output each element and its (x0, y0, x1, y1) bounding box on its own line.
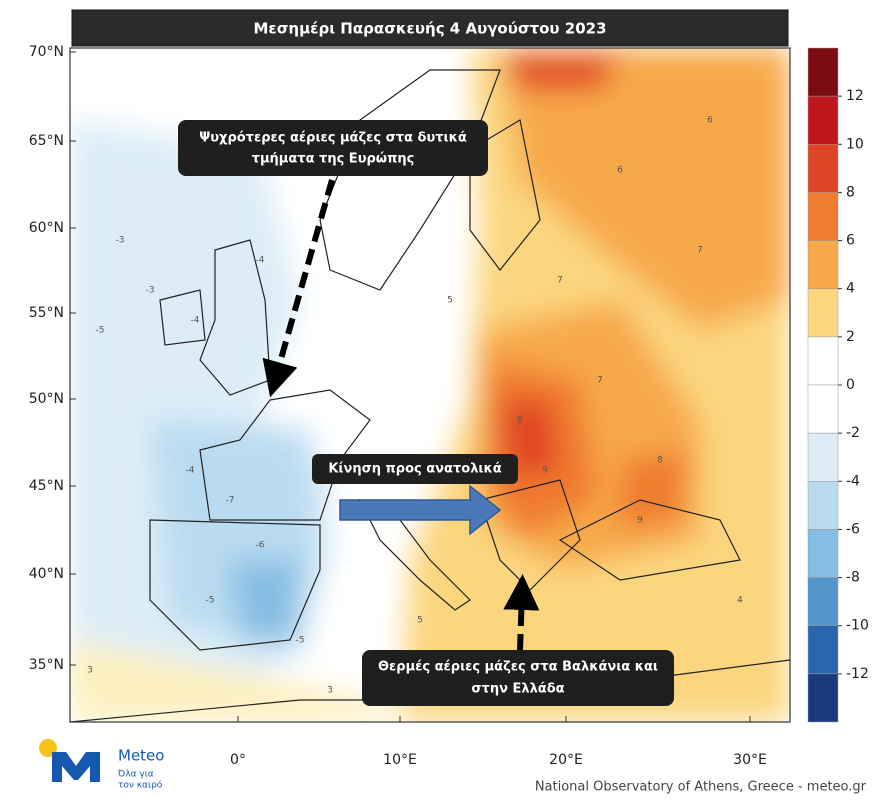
contour-label: 7 (557, 276, 563, 286)
contour-label: -3 (146, 286, 155, 296)
lat-label: 35°N (29, 657, 64, 673)
contour-label: 7 (697, 246, 703, 256)
colorbar-bin (807, 529, 839, 578)
contour-label: -7 (226, 496, 235, 506)
lat-label: 40°N (29, 566, 64, 582)
colorbar-bin (807, 481, 839, 530)
contour-label: -4 (186, 466, 195, 476)
contour-label: 4 (737, 596, 743, 606)
contour-label: 9 (542, 466, 548, 476)
colorbar-bin (807, 95, 839, 145)
colorbar-label: -12 (846, 666, 869, 682)
annotation: Ψυχρότερες αέριες μάζες στα δυτικά (199, 131, 467, 146)
annotation: τμήματα της Ευρώπης (252, 152, 415, 167)
contour-label: 7 (597, 376, 603, 386)
footer: National Observatory of Athens, Greece -… (535, 780, 867, 795)
lat-label: 45°N (29, 478, 64, 494)
colorbar-label: -8 (846, 570, 860, 586)
colorbar-label: 6 (846, 233, 855, 249)
contour-label: -5 (296, 636, 305, 646)
annotation: Κίνηση προς ανατολικά (328, 462, 501, 477)
map-frame (69, 47, 791, 723)
contour-label: -5 (206, 596, 215, 606)
contour-label: -3 (116, 236, 125, 246)
contour-label: -4 (191, 316, 200, 326)
arrow-west (262, 179, 335, 398)
title-box (71, 9, 789, 47)
colorbar-label: 0 (846, 377, 855, 393)
contour-label: -6 (256, 541, 265, 551)
contour-label: 3 (327, 686, 333, 696)
lat-label: 60°N (29, 220, 64, 236)
lon-label: 20°E (549, 752, 583, 768)
logo-tagline: τον καιρό (118, 780, 163, 791)
lon-label: 30°E (733, 752, 767, 768)
colorbar-bin (807, 625, 839, 675)
lat-label: 70°N (29, 44, 64, 60)
arrow-balkans (503, 574, 540, 651)
lon-label: 10°E (383, 752, 417, 768)
annotation: Θερμές αέριες μάζες στα Βαλκάνια και (378, 660, 658, 675)
contour-label: 8 (517, 416, 523, 426)
colorbar-bin (807, 240, 839, 289)
lon-label: 0° (230, 752, 246, 768)
colorbar-label: 12 (846, 88, 864, 104)
colorbar-bin (807, 577, 839, 626)
contour-label: 5 (417, 616, 423, 626)
lat-label: 55°N (29, 305, 64, 321)
colorbar-bin (807, 47, 839, 97)
colorbar-bin (807, 144, 839, 193)
colorbar-label: 8 (846, 184, 855, 200)
contour-label: 8 (657, 456, 663, 466)
colorbar-bin (807, 432, 839, 482)
contour-label: 5 (447, 296, 453, 306)
contour-label: -4 (256, 256, 265, 266)
contour-label: -5 (96, 326, 105, 336)
colorbar-label: -10 (846, 618, 869, 634)
arrow-east (339, 484, 502, 536)
colorbar-label: 10 (846, 136, 864, 152)
colorbar-label: 2 (846, 329, 855, 345)
contour-label: 9 (637, 516, 643, 526)
annotation-box (312, 454, 518, 484)
annotation: στην Ελλάδα (471, 682, 564, 697)
annotation-box (362, 650, 674, 706)
colorbar-label: -2 (846, 425, 860, 441)
colorbar-bin (807, 336, 839, 386)
colorbar-label: 4 (846, 281, 855, 297)
colorbar-bin (807, 192, 839, 241)
colorbar-bin (807, 384, 839, 434)
lat-label: 65°N (29, 133, 64, 149)
annotation-box (178, 120, 488, 176)
contour-label: 6 (707, 116, 713, 126)
logo-name: Meteo (118, 747, 164, 765)
colorbar-label: -6 (846, 521, 860, 537)
logo-mark (52, 752, 100, 782)
lat-label: 50°N (29, 391, 64, 407)
colorbar-label: -4 (846, 473, 860, 489)
colorbar-bin (807, 673, 839, 723)
title: Μεσημέρι Παρασκευής 4 Αυγούστου 2023 (253, 20, 606, 38)
contour-label: 3 (87, 666, 93, 676)
colorbar-bin (807, 288, 839, 338)
contour-label: 6 (617, 166, 623, 176)
logo-tagline: Όλα για (117, 769, 154, 780)
